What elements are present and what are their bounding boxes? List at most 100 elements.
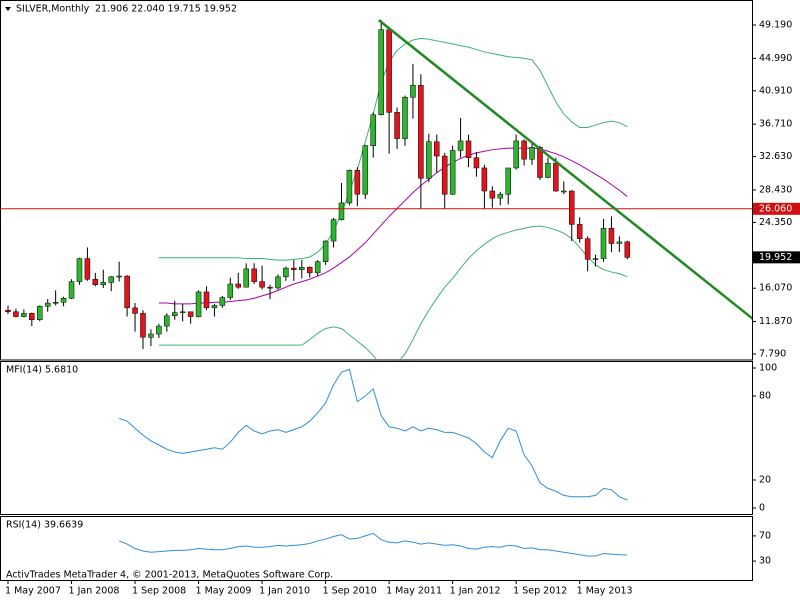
candle-body — [449, 150, 456, 195]
candle-body — [132, 307, 138, 314]
current-price-label: 19.952 — [759, 252, 792, 263]
candle-body — [354, 170, 361, 195]
candle-body — [386, 29, 392, 113]
candle-body — [616, 241, 623, 244]
candle-body — [624, 241, 631, 258]
candle-body — [426, 141, 432, 179]
indicator-line — [158, 225, 628, 359]
candle-body — [52, 302, 59, 304]
y-tick-label: 28.430 — [759, 184, 792, 195]
y-tick-label: 11.870 — [759, 316, 792, 327]
candle-body — [521, 140, 527, 160]
candle-body — [140, 313, 146, 338]
candle-body — [576, 224, 583, 239]
x-tick-label: 1 Jan 2012 — [450, 586, 501, 597]
candle-body — [434, 141, 440, 157]
candle-body — [299, 267, 305, 270]
candle-body — [44, 302, 51, 307]
candle-body — [370, 114, 376, 146]
y-tick-label: 24.350 — [759, 217, 792, 228]
candle-body — [394, 112, 400, 139]
candle-body — [457, 140, 464, 151]
candle-body — [219, 297, 226, 306]
candle-body — [600, 228, 607, 259]
candle-body — [148, 333, 154, 338]
candle-body — [275, 276, 281, 289]
y-tick-label: 30 — [759, 556, 771, 567]
candle-body — [418, 85, 424, 179]
y-tick-label: 32.630 — [759, 151, 792, 162]
y-tick-label: 70 — [759, 530, 771, 541]
symbol-title: SILVER,Monthly — [16, 4, 90, 15]
x-tick-label: 1 Sep 2010 — [323, 586, 377, 597]
indicator-line — [118, 532, 628, 557]
x-tick-label: 1 May 2011 — [386, 586, 442, 597]
candle-body — [584, 238, 591, 260]
candle-body — [362, 145, 369, 195]
candle-body — [338, 202, 345, 220]
candle-body — [179, 311, 186, 314]
candle-body — [84, 258, 91, 280]
candle-body — [314, 261, 321, 274]
candle-body — [410, 85, 416, 98]
footer-note: ActivTrades MetaTrader 4, © 2001-2013, M… — [6, 570, 333, 581]
candle-body — [489, 190, 496, 199]
x-tick-label: 1 Jan 2010 — [259, 586, 310, 597]
candle-body — [235, 283, 242, 288]
x-tick-label: 1 May 2007 — [5, 586, 61, 597]
menu-arrow — [5, 7, 11, 11]
x-tick-label: 1 Jan 2008 — [69, 586, 120, 597]
indicator-line — [158, 37, 628, 261]
candle-body — [29, 313, 35, 320]
candle-body — [553, 162, 559, 192]
candle-body — [378, 29, 384, 115]
candle-body — [195, 291, 202, 317]
candle-body — [529, 147, 535, 160]
candle-body — [164, 315, 170, 327]
price-line-tag — [753, 202, 800, 215]
candle-body — [108, 276, 114, 283]
x-tick-label: 1 Sep 2008 — [132, 586, 186, 597]
candle-body — [171, 312, 178, 317]
candle-body — [21, 313, 27, 317]
y-tick-label: 100 — [759, 363, 777, 374]
y-tick-label: 7.790 — [759, 349, 786, 360]
candle-body — [291, 267, 297, 270]
candle-body — [60, 298, 67, 303]
candle-body — [545, 162, 551, 178]
y-tick-label: 20 — [759, 475, 771, 486]
y-tick-label: 40.910 — [759, 85, 792, 96]
candle-body — [243, 268, 249, 288]
candle-body — [37, 305, 43, 320]
candle-body — [513, 140, 519, 169]
x-tick-label: 1 May 2009 — [196, 586, 252, 597]
candle-body — [156, 325, 162, 335]
mfi-panel — [0, 361, 753, 515]
price-line-label: 26.060 — [759, 203, 792, 214]
candle-body — [561, 190, 567, 193]
x-tick-label: 1 Sep 2012 — [513, 586, 567, 597]
candle-body — [402, 96, 408, 139]
candle-body — [473, 157, 480, 169]
candle-body — [497, 193, 504, 199]
indicator-line — [118, 368, 628, 501]
candle-body — [227, 283, 234, 298]
candle-body — [116, 275, 122, 278]
candle-body — [203, 291, 210, 309]
y-tick-label: 36.710 — [759, 119, 792, 130]
candle-body — [441, 155, 448, 195]
candle-body — [465, 140, 472, 158]
candle-body — [322, 240, 329, 262]
candle-body — [211, 305, 218, 309]
y-tick-label: 49.190 — [759, 20, 792, 31]
candle-body — [481, 167, 488, 192]
candle-body — [608, 228, 615, 244]
y-tick-label: 44.990 — [759, 53, 792, 64]
current-price-tag — [753, 251, 800, 264]
trend-line — [378, 19, 752, 320]
ohlc-values: 21.906 22.040 19.715 19.952 — [95, 4, 237, 15]
candle-body — [592, 258, 599, 260]
candle-body — [259, 281, 265, 288]
candle-body — [283, 267, 289, 278]
